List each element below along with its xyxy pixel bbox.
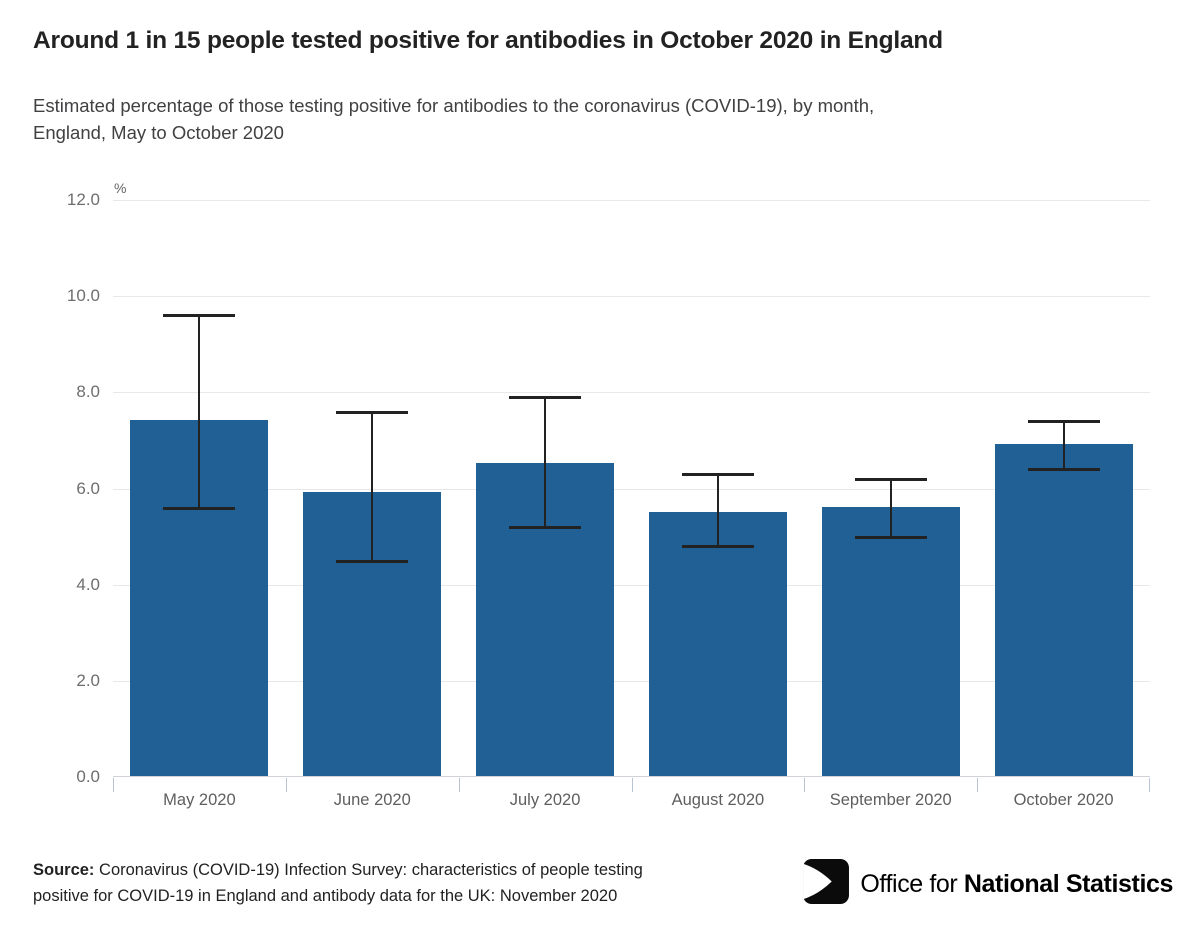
x-axis-tick-0 [113, 778, 114, 792]
y-axis-labels: 0.0 2.0 4.0 6.0 8.0 10.0 12.0 [0, 190, 100, 786]
x-tick-label-august-2020: August 2020 [671, 791, 765, 809]
chart-title: Around 1 in 15 people tested positive fo… [33, 27, 943, 54]
y-tick-label-4.0: 4.0 [76, 574, 100, 594]
error-bar-cap-lower-may-2020 [163, 506, 236, 510]
ons-logo-text-bold: National Statistics [963, 869, 1174, 898]
x-tick-label-june-2020: June 2020 [333, 791, 411, 809]
bar-august-2020 [648, 511, 787, 776]
y-tick-label-0.0: 0.0 [76, 767, 100, 786]
chart-subtitle-line2: England, May to October 2020 [33, 122, 284, 143]
x-tick-label-september-2020: September 2020 [829, 791, 952, 809]
y-tick-label-2.0: 2.0 [76, 670, 100, 690]
error-bar-cap-upper-august-2020 [681, 473, 754, 477]
ons-logo-icon [803, 859, 850, 909]
error-bar-stem-may-2020 [198, 315, 201, 508]
error-bar-cap-upper-september-2020 [854, 477, 927, 481]
error-bar-cap-lower-july-2020 [509, 525, 582, 529]
x-axis-tick-3 [632, 778, 633, 792]
error-bar-cap-upper-may-2020 [163, 314, 236, 318]
chart-subtitle-line1: Estimated percentage of those testing po… [33, 95, 875, 116]
bar-october-2020 [994, 444, 1133, 776]
x-axis-tick-4 [804, 778, 805, 792]
source-label: Source: [33, 861, 95, 879]
bar-september-2020 [821, 506, 960, 776]
error-bar-stem-june-2020 [371, 411, 374, 561]
error-bar-cap-upper-june-2020 [336, 410, 409, 414]
gridline-6 [113, 488, 1150, 490]
y-tick-label-6.0: 6.0 [76, 478, 100, 498]
ons-logo-text: Office for National Statistics [860, 870, 1173, 899]
error-bar-cap-lower-october-2020 [1027, 468, 1100, 472]
source-line2: positive for COVID-19 in England and ant… [33, 887, 618, 905]
error-bar-stem-july-2020 [544, 397, 547, 527]
y-tick-label-8.0: 8.0 [76, 382, 100, 402]
x-axis-tick-5 [977, 778, 978, 792]
x-tick-label-july-2020: July 2020 [509, 791, 581, 809]
y-axis-unit-label: % [114, 180, 127, 196]
error-bar-stem-august-2020 [716, 474, 719, 547]
x-axis-tick-6 [1149, 778, 1150, 792]
error-bar-cap-lower-september-2020 [854, 535, 927, 539]
ons-logo-text-regular: Office for [860, 869, 964, 898]
error-bar-cap-upper-july-2020 [509, 396, 582, 400]
gridline-8 [113, 392, 1150, 394]
y-tick-label-10.0: 10.0 [66, 286, 100, 306]
x-tick-label-may-2020: May 2020 [163, 791, 236, 809]
y-tick-label-12.0: 12.0 [66, 190, 100, 209]
gridline-10 [113, 296, 1150, 298]
source-note: Source: Coronavirus (COVID-19) Infection… [33, 857, 793, 909]
x-axis-tick-2 [459, 778, 460, 792]
chart-subtitle: Estimated percentage of those testing po… [33, 92, 1113, 146]
error-bar-cap-lower-june-2020 [336, 559, 409, 563]
x-axis-tick-1 [286, 778, 287, 792]
gridline-2 [113, 680, 1150, 682]
ons-logo: Office for National Statistics [803, 859, 1173, 909]
gridline-12 [113, 200, 1150, 201]
error-bar-cap-upper-october-2020 [1027, 420, 1100, 424]
source-text-1: Coronavirus (COVID-19) Infection Survey:… [99, 861, 643, 879]
gridline-4 [113, 584, 1150, 586]
error-bar-stem-september-2020 [889, 478, 892, 537]
x-tick-label-october-2020: October 2020 [1013, 791, 1114, 809]
error-bar-stem-october-2020 [1062, 421, 1065, 470]
plot-area: May 2020 June 2020 July 2020 August 2020 Sep… [113, 200, 1150, 809]
source-line1: Source: Coronavirus (COVID-19) Infection… [33, 857, 793, 883]
error-bar-cap-lower-august-2020 [681, 545, 754, 549]
